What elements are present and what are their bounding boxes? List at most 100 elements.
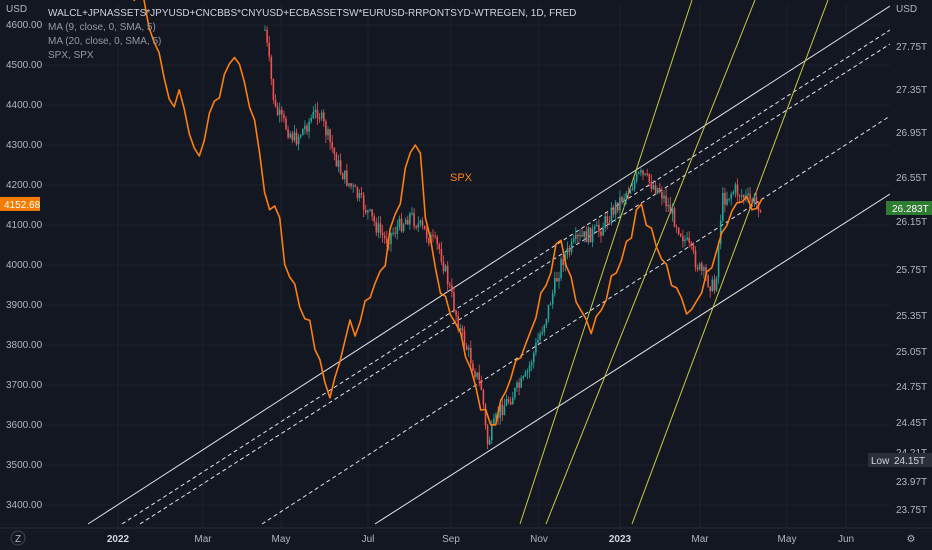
candle-body: [711, 279, 714, 292]
candle-body: [503, 405, 506, 416]
candle-body: [629, 189, 632, 194]
candle-body: [667, 204, 669, 207]
candle-body: [287, 129, 289, 138]
candle-body: [274, 99, 277, 107]
legend-ma9[interactable]: MA (9, close, 0, SMA, 5): [48, 22, 156, 33]
candle-body: [327, 129, 329, 136]
candle-body: [348, 183, 350, 186]
low-label-tag: [868, 453, 890, 467]
candle-body: [289, 133, 291, 138]
candle-body: [646, 173, 648, 175]
candle-body: [362, 194, 365, 210]
candle-body: [329, 129, 331, 143]
candle-body: [306, 125, 308, 132]
candle-body: [325, 121, 327, 136]
left-price-axis: USD 4600.00 4500.00 4400.00 4300.00 4200.00 41…: [0, 0, 43, 528]
left-tick-label: 4400.00: [6, 100, 43, 111]
candle-body: [568, 247, 571, 253]
right-tick-label: 26.55T: [896, 173, 927, 184]
candle-body: [512, 397, 514, 405]
candle-body: [533, 352, 535, 363]
candle-body: [734, 184, 737, 193]
candle-body: [715, 277, 718, 291]
candle-body: [600, 231, 602, 236]
candle-body: [283, 114, 285, 119]
low-value-tag: [890, 453, 932, 467]
candle-body: [356, 187, 359, 199]
candle-body: [367, 210, 369, 213]
candle-body: [281, 109, 283, 115]
candle-body: [726, 198, 728, 205]
candle-body: [444, 265, 447, 272]
candle-body: [272, 78, 275, 100]
candle-body: [411, 213, 413, 215]
candle-body: [745, 195, 747, 198]
candle-body: [428, 238, 430, 244]
candle-body: [656, 188, 659, 194]
right-price-axis: USD 27.75T 27.35T 26.95T 26.55T 26.15T 25.75T 2…: [890, 0, 932, 528]
candle-body: [369, 209, 371, 211]
candle-body: [318, 118, 321, 120]
right-axis-unit: USD: [896, 4, 917, 15]
candle-body: [455, 310, 457, 316]
candle-body: [575, 234, 577, 239]
candle-body: [623, 198, 625, 202]
candle-body: [478, 372, 480, 380]
candle-body: [614, 202, 617, 215]
candle-body: [352, 185, 354, 187]
candle-body: [507, 399, 510, 402]
left-tick-label: 4000.00: [6, 260, 43, 271]
candle-body: [323, 112, 325, 122]
candle-body: [724, 192, 726, 205]
candle-body: [554, 277, 556, 294]
candle-body: [499, 404, 501, 418]
candle-body: [545, 318, 548, 325]
spx-series-label: SPX: [450, 172, 473, 184]
candle-body: [570, 241, 573, 253]
candle-body: [738, 195, 741, 197]
candle-body: [633, 181, 636, 189]
candle-body: [598, 224, 600, 232]
candle-body: [543, 324, 546, 333]
candle-body: [268, 42, 270, 57]
channel-line: [631, 0, 829, 525]
candle-body: [365, 209, 367, 213]
legend-spx[interactable]: SPX, SPX: [48, 50, 94, 61]
candle-body: [310, 118, 312, 122]
candle-body: [688, 237, 690, 243]
time-axis-bg: [0, 528, 932, 550]
candle-body: [488, 440, 491, 445]
time-tick-label: Mar: [691, 534, 709, 545]
candle-body: [486, 425, 489, 445]
candle-body: [285, 118, 287, 130]
candle-body: [698, 263, 701, 270]
candle-body: [346, 170, 348, 186]
time-tick-label: Nov: [530, 534, 548, 545]
candle-body: [341, 173, 344, 180]
last-value-tag: [886, 201, 932, 215]
left-axis-unit: USD: [6, 4, 27, 15]
candle-body: [604, 216, 606, 229]
legend-symbol[interactable]: WALCL+JPNASSETS*JPYUSD+CNCBBS*CNYUSD+ECB…: [48, 8, 577, 19]
candle-body: [692, 244, 695, 251]
candle-body: [644, 173, 646, 175]
candle-body: [474, 371, 476, 378]
left-tick-label: 3400.00: [6, 500, 43, 511]
candle-body: [577, 234, 579, 237]
candle-body: [759, 210, 762, 213]
left-tick-label: 3700.00: [6, 380, 43, 391]
candle-body: [677, 227, 680, 235]
legend-ma20[interactable]: MA (20, close, 0, SMA, 5): [48, 36, 162, 47]
candle-body: [312, 111, 315, 119]
candle-body: [354, 185, 357, 188]
channel-line: [374, 193, 891, 525]
candle-body: [392, 232, 394, 234]
candle-body: [736, 184, 739, 196]
channel-lines: [87, 0, 891, 525]
candle-body: [635, 173, 638, 182]
candle-body: [602, 228, 604, 236]
candle-body: [528, 365, 531, 371]
candle-body: [572, 238, 575, 242]
left-tick-label: 3800.00: [6, 340, 43, 351]
